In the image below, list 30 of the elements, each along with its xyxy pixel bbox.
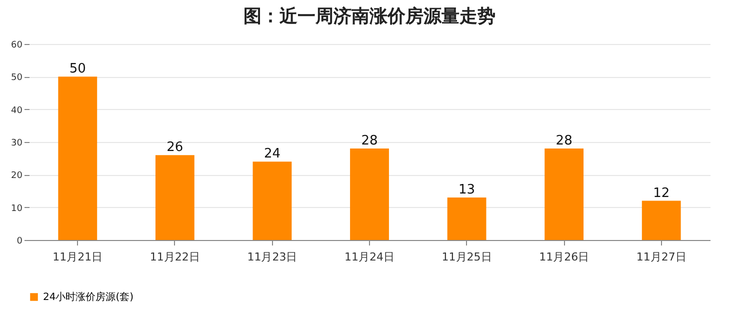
bar: [447, 198, 486, 240]
data-label: 28: [556, 134, 572, 149]
data-label: 24: [264, 146, 280, 162]
bar: [544, 148, 584, 240]
y-tick-label: 50: [11, 73, 23, 84]
x-tick-label: 11月21日: [52, 250, 103, 264]
chart-title: 图：近一周济南涨价房源量走势: [244, 6, 496, 27]
x-tick-label: 11月24日: [344, 250, 394, 264]
x-tick-label: 11月23日: [247, 250, 298, 264]
legend-label: 24小时涨价房源(套): [43, 291, 134, 303]
bar: [350, 148, 389, 240]
y-tick-label: 20: [11, 171, 23, 182]
data-label: 13: [458, 182, 476, 198]
bar: [58, 76, 98, 240]
y-tick-label: 0: [16, 236, 23, 246]
data-label: 12: [653, 186, 670, 201]
x-tick-label: 11月27日: [636, 250, 686, 264]
y-tick-label: 10: [11, 204, 23, 214]
y-tick-label: 30: [11, 138, 23, 148]
data-label: 28: [361, 134, 378, 149]
y-tick-label: 40: [11, 106, 23, 116]
bar: [642, 200, 681, 240]
bar: [252, 162, 292, 240]
y-tick-label: 60: [11, 40, 23, 50]
x-tick-label: 11月25日: [442, 250, 492, 264]
bar: [155, 155, 194, 240]
x-tick-label: 11月26日: [539, 250, 590, 264]
x-tick-label: 11月22日: [150, 250, 200, 264]
data-label: 50: [69, 62, 86, 77]
data-label: 26: [166, 140, 184, 156]
